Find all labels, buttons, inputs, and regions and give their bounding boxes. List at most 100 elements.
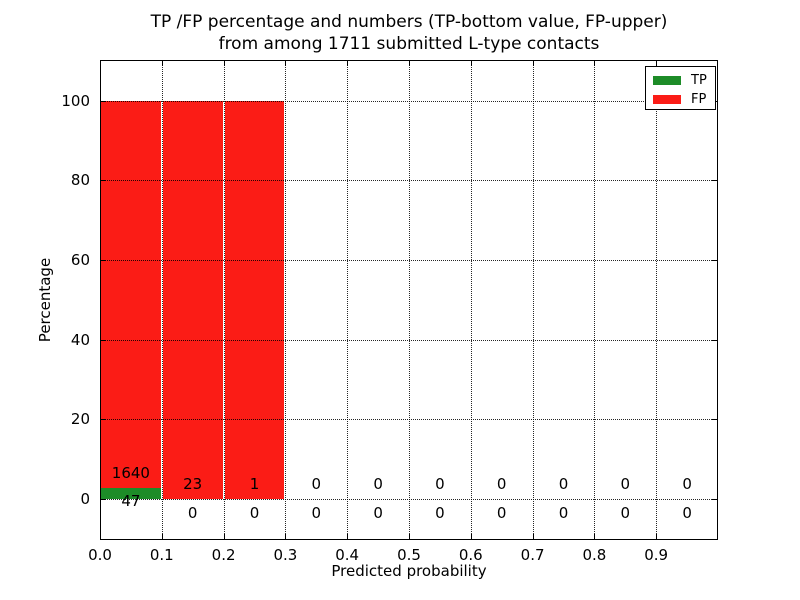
y-gridline: [100, 339, 718, 341]
x-tick-mark: [347, 61, 349, 66]
x-gridline: [347, 60, 349, 540]
x-tick-label: 0.5: [397, 546, 421, 564]
x-tick-mark: [347, 534, 349, 539]
fp-bar: [162, 100, 223, 499]
x-tick-mark: [285, 534, 287, 539]
tp-count-label: 0: [620, 503, 631, 522]
y-tick-label: 80: [70, 171, 90, 190]
fp-count-label: 1: [249, 475, 260, 494]
tp-count-label: 0: [311, 503, 322, 522]
y-tick-mark: [712, 259, 717, 261]
legend-label-tp: TP: [691, 73, 707, 88]
y-tick-mark: [712, 498, 717, 500]
legend-item-tp: TP: [653, 73, 715, 88]
y-tick-mark: [101, 339, 106, 341]
x-tick-mark: [100, 61, 101, 66]
x-tick-mark: [656, 61, 658, 66]
x-gridline: [470, 60, 472, 540]
fp-swatch-icon: [653, 95, 681, 104]
y-tick-mark: [101, 498, 106, 500]
x-tick-mark: [594, 61, 596, 66]
chart-title: TP /FP percentage and numbers (TP-bottom…: [100, 11, 718, 55]
fp-count-label: 0: [311, 475, 322, 494]
x-tick-label: 0.3: [273, 546, 298, 564]
x-tick-mark: [285, 61, 287, 66]
fp-count-label: 0: [558, 475, 569, 494]
legend-item-fp: FP: [653, 92, 715, 107]
x-gridline: [594, 60, 596, 540]
y-tick-mark: [712, 339, 717, 341]
x-tick-label: 0.0: [88, 546, 112, 564]
tp-count-label: 0: [682, 503, 692, 522]
x-tick-mark: [532, 61, 534, 66]
x-tick-label: 0.6: [458, 546, 483, 564]
x-tick-mark: [470, 534, 472, 539]
fp-count-label: 1640: [111, 464, 150, 483]
fp-count-label: 0: [496, 475, 507, 494]
fp-count-label: 0: [682, 475, 692, 494]
legend: TP FP: [645, 66, 716, 110]
y-tick-mark: [101, 419, 106, 421]
fp-count-label: 0: [620, 475, 631, 494]
tp-count-label: 0: [558, 503, 569, 522]
x-gridline: [656, 60, 658, 540]
x-tick-mark: [161, 534, 163, 539]
y-gridline: [100, 259, 718, 261]
x-tick-label: 0.1: [149, 546, 174, 564]
y-tick-mark: [101, 100, 106, 102]
fp-bar: [101, 100, 161, 488]
tp-count-label: 0: [249, 503, 260, 522]
y-axis-label: Percentage: [36, 257, 54, 343]
y-tick-label: 0: [80, 489, 90, 508]
tp-count-label: 47: [121, 491, 141, 510]
fp-count-label: 23: [183, 475, 203, 494]
x-axis-label: Predicted probability: [331, 562, 487, 580]
y-tick-mark: [101, 180, 106, 182]
x-gridline: [223, 60, 225, 540]
y-tick-label: 100: [61, 91, 90, 110]
x-tick-label: 0.2: [211, 546, 236, 564]
y-tick-mark: [712, 180, 717, 182]
tp-swatch-icon: [653, 76, 681, 85]
tp-bar: [101, 487, 161, 499]
chart-title-line1: TP /FP percentage and numbers (TP-bottom…: [150, 12, 668, 32]
y-gridline: [100, 100, 718, 102]
fp-bar: [224, 100, 285, 499]
x-tick-mark: [409, 61, 410, 66]
x-tick-mark: [100, 534, 101, 539]
x-tick-mark: [409, 534, 410, 539]
plot-area: 1640 47 23 0 1 0 0 0 0 0 0 0 0 0 0 0 0 0 0 0: [100, 60, 718, 540]
x-gridline: [161, 60, 163, 540]
y-tick-label: 60: [70, 250, 90, 269]
tp-count-label: 0: [496, 503, 507, 522]
fp-count-label: 0: [435, 475, 445, 494]
tp-count-label: 0: [187, 503, 198, 522]
y-gridline: [100, 419, 718, 421]
fp-count-label: 0: [373, 475, 383, 494]
x-tick-mark: [594, 534, 596, 539]
tp-count-label: 0: [373, 503, 383, 522]
x-tick-label: 0.9: [644, 546, 669, 564]
x-tick-mark: [532, 534, 534, 539]
x-tick-mark: [223, 534, 225, 539]
y-tick-mark: [101, 259, 106, 261]
legend-label-fp: FP: [691, 92, 707, 107]
x-tick-mark: [470, 61, 472, 66]
y-gridline: [100, 498, 718, 500]
x-tick-mark: [223, 61, 225, 66]
chart-title-line2: from among 1711 submitted L-type contact…: [218, 34, 600, 54]
x-tick-mark: [656, 534, 658, 539]
y-tick-label: 40: [70, 330, 90, 349]
x-gridline: [409, 60, 410, 540]
x-tick-label: 0.4: [335, 546, 360, 564]
x-tick-label: 0.7: [520, 546, 545, 564]
x-tick-label: 0.8: [582, 546, 607, 564]
x-gridline: [532, 60, 534, 540]
x-tick-mark: [161, 61, 163, 66]
y-tick-mark: [712, 419, 717, 421]
tp-count-label: 0: [435, 503, 445, 522]
y-tick-label: 20: [70, 410, 90, 429]
x-gridline: [285, 60, 287, 540]
y-gridline: [100, 180, 718, 182]
